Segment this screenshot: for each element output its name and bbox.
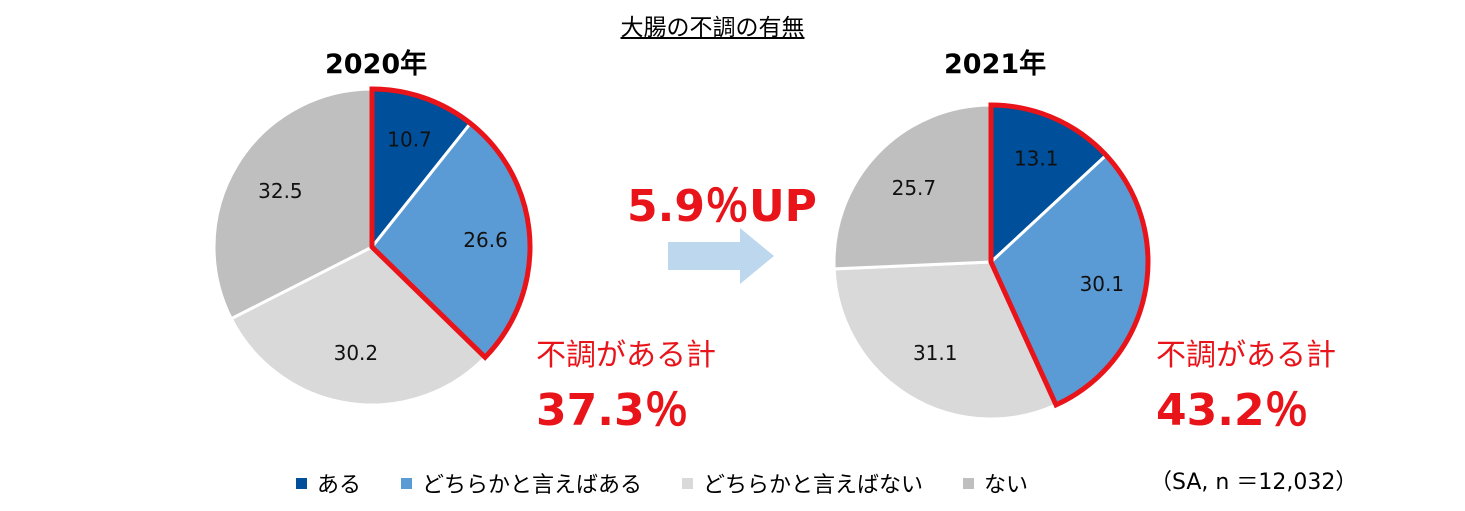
data-label-nai: 32.5 <box>258 179 303 203</box>
total-value-2020: 37.3％ <box>536 385 689 436</box>
chart-title: 大腸の不調の有無 <box>620 15 805 41</box>
pie-2021: 13.1 30.1 31.1 25.7 <box>832 102 1151 421</box>
pie-slice-nai <box>212 87 374 321</box>
total-2020: 不調がある計 37.3％ <box>536 330 716 438</box>
sample-note: （SA, n ＝12,032） <box>1150 470 1358 495</box>
data-label-dochiraka-aru: 26.6 <box>463 228 508 252</box>
right-arrow-icon <box>668 228 776 288</box>
legend-label: ある <box>317 473 362 498</box>
data-label-dochiraka-nai: 31.1 <box>913 341 958 365</box>
legend-swatch <box>963 477 975 489</box>
pie-title-2020: 2020年 <box>325 49 428 80</box>
data-label-dochiraka-nai: 30.2 <box>334 341 379 365</box>
pie-slice-dochiraka-nai <box>832 260 1059 421</box>
data-label-dochiraka-aru: 30.1 <box>1080 272 1125 296</box>
legend-swatch <box>296 477 307 489</box>
total-label-2020: 不調がある計 <box>536 338 716 373</box>
pie-2020: 10.7 26.6 30.2 32.5 <box>212 86 533 407</box>
legend-label: どちらかと言えばない <box>703 473 924 498</box>
legend-swatch <box>401 477 413 489</box>
legend-label: ない <box>984 473 1029 498</box>
legend-item: どちらかと言えばある <box>401 467 642 499</box>
legend-item: ある <box>296 467 361 499</box>
legend-swatch <box>682 477 694 489</box>
data-label-nai: 25.7 <box>892 176 937 200</box>
pie-title-2021: 2021年 <box>944 49 1047 80</box>
legend-label: どちらかと言えばある <box>422 473 643 498</box>
total-2021: 不調がある計 43.2％ <box>1156 330 1336 438</box>
total-label-2021: 不調がある計 <box>1156 338 1336 373</box>
legend: ある どちらかと言えばある どちらかと言えばない ない <box>296 467 1068 499</box>
legend-item: ない <box>963 467 1028 499</box>
data-label-aru: 13.1 <box>1014 146 1059 170</box>
data-label-aru: 10.7 <box>387 128 432 152</box>
total-value-2021: 43.2％ <box>1156 385 1309 436</box>
highlight-outline <box>369 86 533 361</box>
change-label: 5.9％UP <box>627 181 817 232</box>
pie-slice-nai <box>832 103 993 271</box>
highlight-outline <box>988 102 1151 409</box>
legend-item: どちらかと言えばない <box>682 467 923 499</box>
